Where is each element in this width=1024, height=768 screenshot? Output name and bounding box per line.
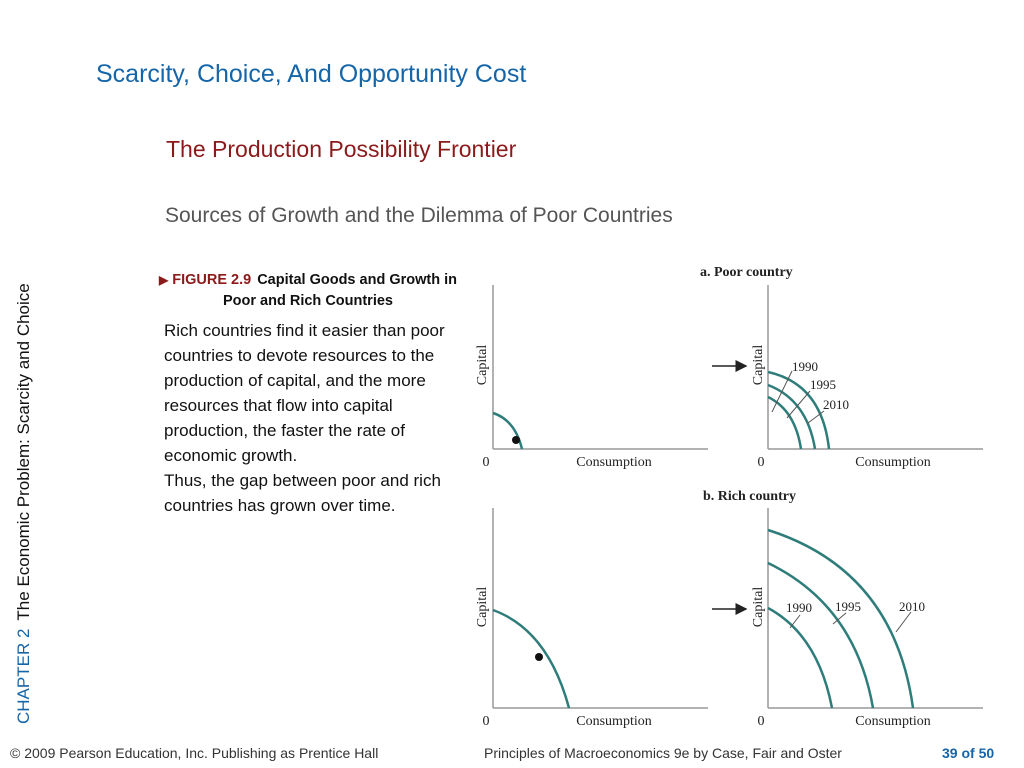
page-number: 39 of 50: [942, 745, 995, 761]
slide-footer: © 2009 Pearson Education, Inc. Publishin…: [0, 745, 1024, 767]
y-axis-label: Capital: [475, 345, 490, 386]
sidebar-chapter-title: The Economic Problem: Scarcity and Choic…: [14, 283, 33, 621]
y-axis-label: Capital: [475, 587, 490, 628]
sidebar-chapter: CHAPTER 2: [14, 628, 33, 724]
rich-country-chart-left: 0 Consumption Capital: [475, 508, 708, 729]
figure-number: FIGURE 2.9: [172, 272, 252, 288]
poor-country-chart-right: 1990 1995 2010 0 Consumption Capital: [712, 285, 983, 470]
slide-subtitle: The Production Possibility Frontier: [166, 136, 517, 162]
poor-country-chart-left: 0 Consumption Capital: [475, 285, 708, 470]
series-label-2010: 2010: [823, 397, 849, 412]
panel-b-title: b. Rich country: [703, 489, 796, 504]
description-paragraph-2: Thus, the gap between poor and rich coun…: [164, 471, 441, 515]
ppf-curve-1990: [767, 606, 834, 709]
leader-line: [789, 614, 801, 629]
figure-caption-text: Capital Goods and Growth in Poor and Ric…: [223, 272, 457, 309]
x-axis-label: Consumption: [855, 455, 930, 470]
origin-label: 0: [758, 714, 765, 729]
production-point: [512, 436, 520, 444]
ppf-curve: [492, 608, 571, 709]
x-axis-label: Consumption: [855, 714, 930, 729]
ppf-figure: a. Poor country b. Rich country 0 Consum…: [475, 265, 983, 729]
footer-book-title: Principles of Macroeconomics 9e by Case,…: [484, 745, 842, 761]
leader-line: [832, 612, 847, 625]
ppf-curve-2010: [767, 370, 831, 450]
production-point: [535, 653, 543, 661]
rich-country-chart-right: 1990 1995 2010 0 Consumption Capital: [712, 508, 983, 729]
x-axis-label: Consumption: [576, 455, 651, 470]
ppf-curve: [492, 411, 524, 450]
play-triangle-icon: ▶: [159, 273, 169, 287]
slide-heading: Sources of Growth and the Dilemma of Poo…: [165, 204, 673, 227]
ppf-curve-1995: [767, 383, 817, 450]
chapter-sidebar: CHAPTER 2 The Economic Problem: Scarcity…: [8, 124, 40, 724]
ppf-curve-2010: [767, 528, 915, 709]
description-paragraph: Rich countries find it easier than poor …: [164, 321, 445, 465]
series-label-1990: 1990: [792, 359, 818, 374]
series-label-1990: 1990: [786, 600, 812, 615]
series-label-1995: 1995: [810, 377, 836, 392]
origin-label: 0: [483, 455, 490, 470]
leader-line: [771, 370, 793, 413]
figure-caption: ▶ FIGURE 2.9 Capital Goods and Growth in P…: [158, 270, 458, 312]
y-axis-label: Capital: [751, 345, 766, 386]
x-axis-label: Consumption: [576, 714, 651, 729]
y-axis-label: Capital: [751, 587, 766, 628]
series-label-1995: 1995: [835, 599, 861, 614]
origin-label: 0: [483, 714, 490, 729]
series-label-2010: 2010: [899, 599, 925, 614]
panel-a-title: a. Poor country: [700, 265, 793, 280]
origin-label: 0: [758, 455, 765, 470]
slide-title: Scarcity, Choice, And Opportunity Cost: [96, 60, 527, 88]
ppf-curve-1990: [767, 395, 803, 450]
leader-line: [807, 410, 825, 424]
leader-line: [895, 611, 912, 633]
leader-line: [786, 390, 811, 419]
footer-copyright: © 2009 Pearson Education, Inc. Publishin…: [10, 745, 379, 761]
figure-description: Rich countries find it easier than poor …: [164, 318, 456, 518]
